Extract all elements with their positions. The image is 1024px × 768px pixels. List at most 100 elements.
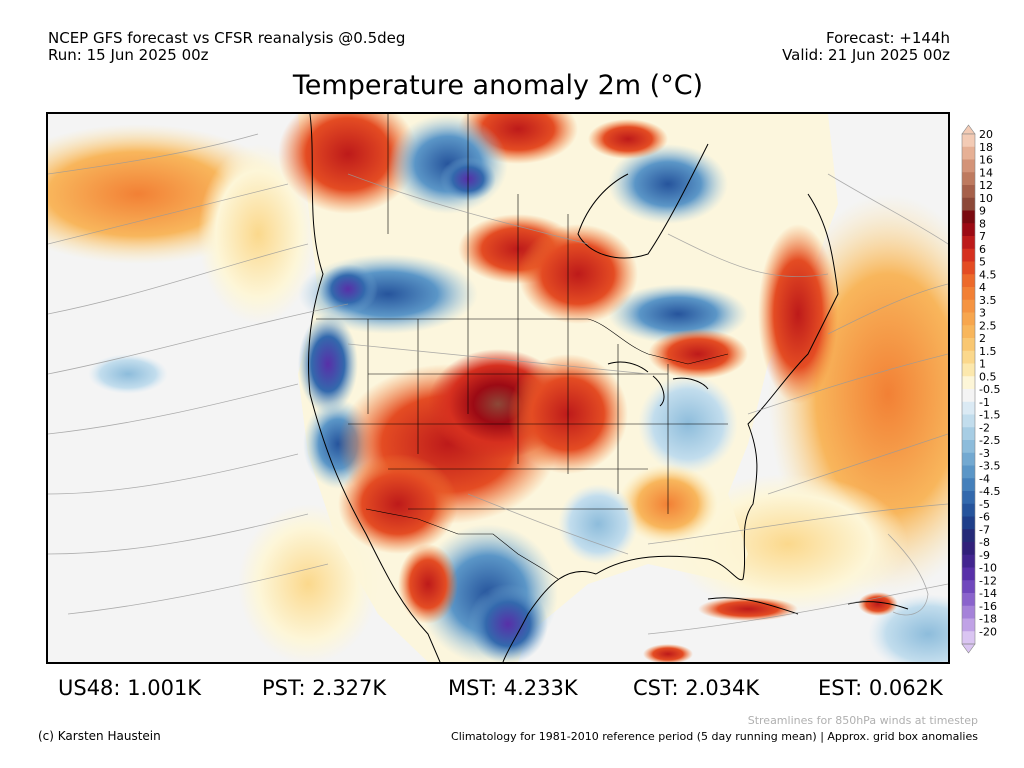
anomaly-patch-lower-mississippi	[558, 484, 638, 564]
stat-mst: MST: 4.233K	[448, 676, 578, 700]
colorbar-tick-label: -7	[979, 523, 990, 536]
colorbar-tick-label: 1.5	[979, 345, 997, 358]
anomaly-patch-baja	[398, 544, 458, 624]
colorbar-swatch	[962, 414, 975, 428]
stat-value: 2.327K	[312, 676, 387, 700]
colorbar-tick-label: -0.5	[979, 383, 1000, 396]
political-boundaries	[316, 114, 729, 580]
colorbar-swatch	[962, 516, 975, 530]
streamline	[48, 453, 299, 495]
colorbar-tick-label: 2.5	[979, 319, 997, 332]
colorbar-tick-label: -12	[979, 574, 997, 587]
copyright: (c) Karsten Haustein	[38, 729, 161, 743]
colorbar-swatch	[962, 338, 975, 352]
streamline	[827, 173, 948, 245]
colorbar-tick-label: 6	[979, 243, 986, 256]
pacific-coastline	[308, 114, 441, 662]
colorbar-tick-label: 16	[979, 154, 993, 167]
streamlines	[48, 133, 948, 635]
colorbar-tick-label: 4.5	[979, 268, 997, 281]
colorbar-swatch	[962, 185, 975, 199]
great-lakes	[607, 361, 709, 407]
model-description: NCEP GFS forecast vs CFSR reanalysis @0.…	[48, 29, 406, 47]
colorbar-swatch	[962, 542, 975, 556]
anomaly-patch-hispaniola	[858, 592, 898, 616]
colorbar-tick-label: -14	[979, 587, 997, 600]
streamline	[887, 533, 929, 616]
colorbar-swatch	[962, 631, 975, 645]
anomaly-patch-sierra-madre	[468, 584, 548, 662]
streamline	[647, 503, 948, 545]
streamline	[48, 303, 349, 375]
streamline	[347, 343, 649, 375]
stat-label: CST:	[633, 676, 679, 700]
colorbar-swatch	[962, 159, 975, 173]
colorbar-swatch	[962, 491, 975, 505]
climatology-note: Climatology for 1981-2010 reference peri…	[451, 730, 978, 743]
colorbar-tick-label: -3	[979, 447, 990, 460]
colorbar-swatch	[962, 465, 975, 479]
colorbar-swatch	[962, 478, 975, 492]
colorbar-swatch	[962, 274, 975, 288]
colorbar-tick-label: 7	[979, 230, 986, 243]
colorbar-swatch	[962, 593, 975, 607]
colorbar-swatch	[962, 529, 975, 543]
colorbar-tick-label: -9	[979, 549, 990, 562]
valid-time: Valid: 21 Jun 2025 00z	[782, 46, 950, 64]
colorbar-tick-label: 3	[979, 307, 986, 320]
colorbar-tick-label: 8	[979, 217, 986, 230]
anomaly-patch-baffin	[588, 119, 668, 159]
colorbar-swatch	[962, 223, 975, 237]
colorbar-tick-label: 4	[979, 281, 986, 294]
stat-cst: CST: 2.034K	[633, 676, 759, 700]
run-info: NCEP GFS forecast vs CFSR reanalysis @0.…	[48, 30, 405, 64]
colorbar-tick-label: -4	[979, 472, 990, 485]
regional-mean-anomalies: US48: 1.001K PST: 2.327K MST: 4.233K CST…	[0, 676, 1024, 706]
anomaly-patch-labrador	[758, 224, 838, 404]
us-canada-border	[316, 318, 729, 365]
colorbar-swatch	[962, 312, 975, 326]
colorbar-swatch	[962, 427, 975, 441]
colorbar-tick-label: -20	[979, 625, 997, 638]
colorbar-max-extension	[961, 124, 976, 135]
gulf-of-mexico-coast	[502, 570, 597, 662]
streamline	[48, 383, 299, 435]
stat-value: 4.233K	[503, 676, 578, 700]
colorbar-tick-label: 10	[979, 192, 993, 205]
colorbar-tick-label: 5	[979, 256, 986, 269]
colorbar-tick-label: -8	[979, 536, 990, 549]
stat-us48: US48: 1.001K	[58, 676, 201, 700]
colorbar-swatch	[962, 618, 975, 632]
anomaly-patch-pacific-northwest	[298, 314, 358, 414]
colorbar-tick-label: -2	[979, 421, 990, 434]
stat-value: 0.062K	[868, 676, 943, 700]
colorbar-swatch	[962, 350, 975, 364]
stat-value: 2.034K	[685, 676, 760, 700]
anomaly-patch-southwest	[338, 454, 458, 554]
colorbar-tick-label: -18	[979, 613, 997, 626]
colorbar-tick-label: 9	[979, 205, 986, 218]
colorbar-swatch	[962, 172, 975, 186]
anomaly-patch-gulf-of-alaska	[198, 144, 318, 324]
anomaly-patch-manitoba	[518, 224, 638, 324]
anomaly-patch-cuba	[698, 597, 798, 621]
colorbar-swatch	[962, 197, 975, 211]
colorbar-swatch	[962, 248, 975, 262]
streamline	[48, 243, 309, 315]
stat-value: 1.001K	[127, 676, 202, 700]
colorbar-tick-label: -16	[979, 600, 997, 613]
colorbar-tick-label: 2	[979, 332, 986, 345]
colorbar-swatch	[962, 401, 975, 415]
colorbar-tick-label: -1.5	[979, 409, 1000, 422]
colorbar-swatch	[962, 452, 975, 466]
colorbar-tick-label: 18	[979, 141, 993, 154]
colorbar-swatch	[962, 287, 975, 301]
colorbar-min-extension	[961, 643, 976, 654]
streamline	[48, 183, 289, 245]
colorbar-tick-label: 0.5	[979, 370, 997, 383]
colorbar-swatch	[962, 580, 975, 594]
colorbar-swatch	[962, 210, 975, 224]
colorbar-tick-label: 20	[979, 128, 993, 141]
colorbar-swatch	[962, 605, 975, 619]
colorbar-tick-label: -10	[979, 562, 997, 575]
